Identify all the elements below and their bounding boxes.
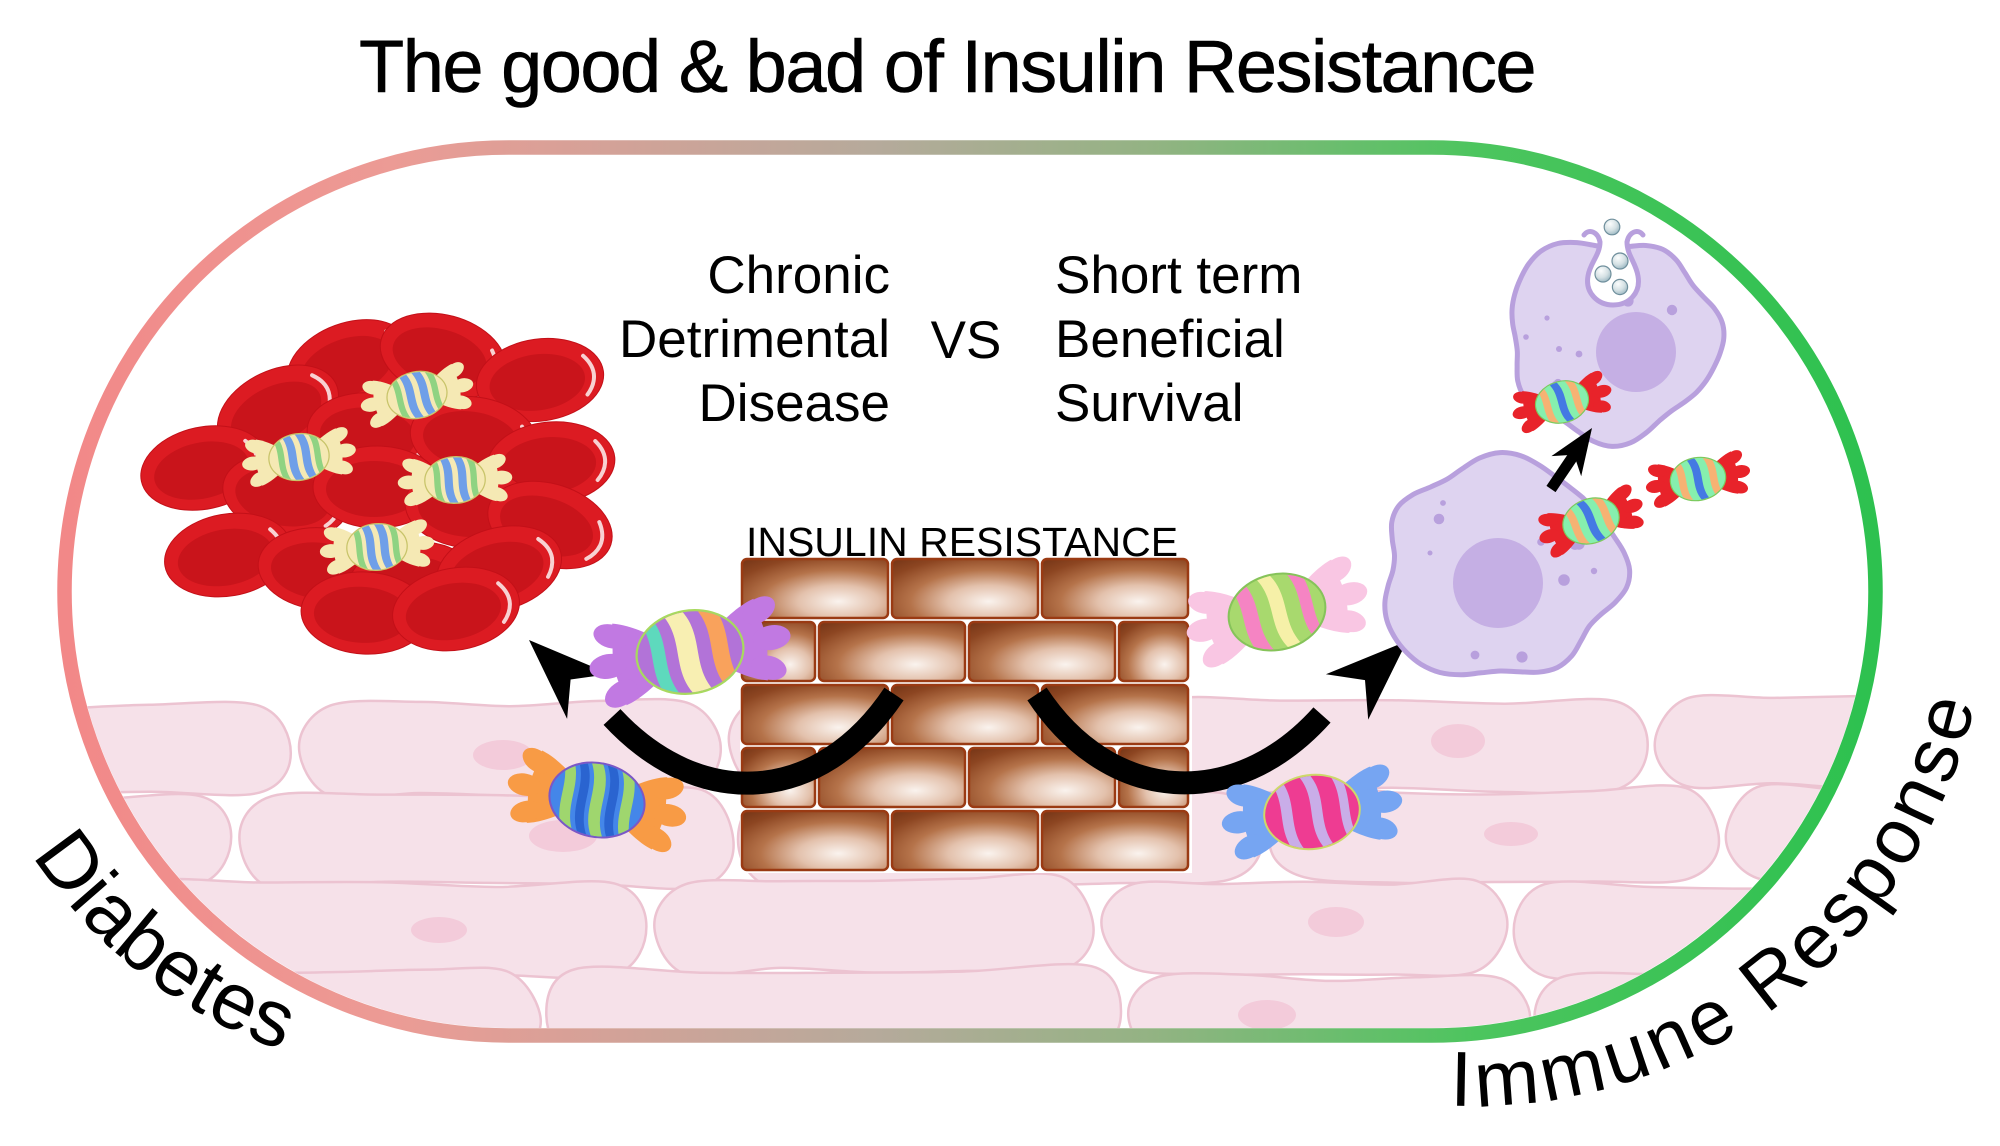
svg-text:Detrimental: Detrimental	[619, 310, 890, 369]
svg-text:Disease: Disease	[699, 374, 890, 433]
svg-text:INSULIN RESISTANCE: INSULIN RESISTANCE	[746, 519, 1178, 565]
svg-text:Survival: Survival	[1055, 374, 1244, 433]
svg-text:Short term: Short term	[1055, 246, 1302, 305]
svg-text:VS: VS	[931, 311, 1002, 370]
svg-text:Beneficial: Beneficial	[1055, 310, 1285, 369]
svg-text:The good & bad of Insulin Resi: The good & bad of Insulin Resistance	[359, 25, 1535, 108]
svg-text:Chronic: Chronic	[707, 246, 890, 305]
